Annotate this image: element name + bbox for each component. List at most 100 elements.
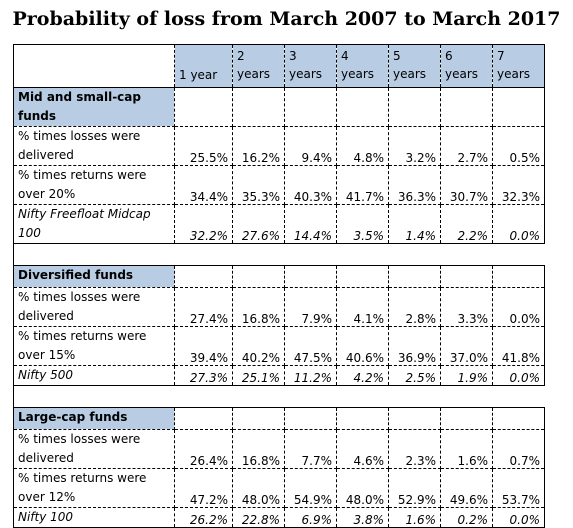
column-header: 6 years (440, 44, 493, 88)
row-label: % times losses were delivered (13, 429, 175, 469)
section-empty-cell (388, 407, 441, 430)
header-row: 1 year 2 years 3 years 4 years 5 years 6 years 7 yea… (13, 44, 545, 88)
column-header-line1: 6 (445, 49, 453, 63)
value-cell: 25.5% (174, 126, 233, 166)
value-cell: 54.9% (284, 468, 337, 508)
value-cell: 30.7% (440, 165, 493, 205)
section-empty-cell (232, 265, 285, 288)
section-name: Mid and small-cap funds (13, 87, 175, 127)
row-label: Nifty 100 (13, 507, 175, 528)
value-cell: 32.3% (492, 165, 545, 205)
value-cell: 0.0% (492, 507, 545, 528)
section-empty-cell (174, 265, 233, 288)
value-cell: 22.8% (232, 507, 285, 528)
value-cell: 0.5% (492, 126, 545, 166)
column-header-line1: 7 (497, 49, 505, 63)
section-header-row: Mid and small-cap funds (13, 87, 545, 127)
column-header: 4 years (336, 44, 389, 88)
value-cell: 0.2% (440, 507, 493, 528)
section-name: Large-cap funds (13, 407, 175, 430)
data-row: % times returns were over 12% 47.2% 48.0% 5… (13, 468, 545, 508)
value-cell: 3.8% (336, 507, 389, 528)
column-header: 1 year (174, 44, 233, 88)
value-cell: 53.7% (492, 468, 545, 508)
value-cell: 26.4% (174, 429, 233, 469)
column-header-line1: 2 (237, 49, 245, 63)
section-empty-cell (174, 87, 233, 127)
value-cell: 41.7% (336, 165, 389, 205)
data-row: % times losses were delivered 25.5% 16.2% 9… (13, 126, 545, 166)
value-cell: 41.8% (492, 326, 545, 366)
value-cell: 9.4% (284, 126, 337, 166)
section-empty-cell (336, 407, 389, 430)
section-empty-cell (232, 407, 285, 430)
value-cell: 27.6% (232, 204, 285, 244)
column-header-line1: 4 (341, 49, 349, 63)
row-label: % times returns were over 15% (13, 326, 175, 366)
section-empty-cell (492, 265, 545, 288)
section-name: Diversified funds (13, 265, 175, 288)
value-cell: 26.2% (174, 507, 233, 528)
value-cell: 1.6% (388, 507, 441, 528)
value-cell: 1.6% (440, 429, 493, 469)
section-empty-cell (284, 407, 337, 430)
value-cell: 0.0% (492, 287, 545, 327)
value-cell: 3.5% (336, 204, 389, 244)
section-empty-cell (440, 87, 493, 127)
value-cell: 6.9% (284, 507, 337, 528)
value-cell: 3.2% (388, 126, 441, 166)
value-cell: 2.2% (440, 204, 493, 244)
section-empty-cell (284, 87, 337, 127)
value-cell: 0.0% (492, 204, 545, 244)
section-gap-cell (13, 385, 545, 408)
section-empty-cell (336, 265, 389, 288)
value-cell: 1.9% (440, 365, 493, 386)
index-row: Nifty 500 27.3% 25.1% 11.2% 4.2% 2.5% 1.9% 0.0% (13, 365, 545, 386)
section-empty-cell (388, 265, 441, 288)
section-empty-cell (174, 407, 233, 430)
column-header: 2 years (232, 44, 285, 88)
value-cell: 40.2% (232, 326, 285, 366)
value-cell: 52.9% (388, 468, 441, 508)
row-label: Nifty Freefloat Midcap 100 (13, 204, 175, 244)
value-cell: 40.6% (336, 326, 389, 366)
value-cell: 39.4% (174, 326, 233, 366)
value-cell: 1.4% (388, 204, 441, 244)
header-blank-cell (13, 44, 175, 88)
section-empty-cell (232, 87, 285, 127)
index-row: Nifty 100 26.2% 22.8% 6.9% 3.8% 1.6% 0.2% 0.0% (13, 507, 545, 528)
section-empty-cell (336, 87, 389, 127)
value-cell: 2.8% (388, 287, 441, 327)
section-gap-row (13, 385, 545, 408)
value-cell: 4.8% (336, 126, 389, 166)
value-cell: 7.9% (284, 287, 337, 327)
column-header-line1: 3 (289, 49, 297, 63)
section-empty-cell (492, 407, 545, 430)
column-header: 5 years (388, 44, 441, 88)
value-cell: 16.8% (232, 429, 285, 469)
section-header-row: Large-cap funds (13, 407, 545, 430)
value-cell: 2.7% (440, 126, 493, 166)
value-cell: 32.2% (174, 204, 233, 244)
value-cell: 40.3% (284, 165, 337, 205)
value-cell: 2.3% (388, 429, 441, 469)
value-cell: 34.4% (174, 165, 233, 205)
section-empty-cell (440, 265, 493, 288)
value-cell: 48.0% (232, 468, 285, 508)
value-cell: 49.6% (440, 468, 493, 508)
value-cell: 11.2% (284, 365, 337, 386)
value-cell: 14.4% (284, 204, 337, 244)
column-header: 3 years (284, 44, 337, 88)
column-header-line2: years (237, 67, 271, 81)
column-header-line2: years (289, 67, 323, 81)
value-cell: 16.8% (232, 287, 285, 327)
column-header-line2: years (497, 67, 531, 81)
section-gap-row (13, 243, 545, 266)
value-cell: 4.6% (336, 429, 389, 469)
column-header-line2: years (445, 67, 479, 81)
section-empty-cell (284, 265, 337, 288)
column-header-line2: years (393, 67, 427, 81)
loss-probability-table: 1 year 2 years 3 years 4 years 5 years 6 years 7 yea… (13, 44, 545, 528)
value-cell: 0.0% (492, 365, 545, 386)
column-header: 7 years (492, 44, 545, 88)
